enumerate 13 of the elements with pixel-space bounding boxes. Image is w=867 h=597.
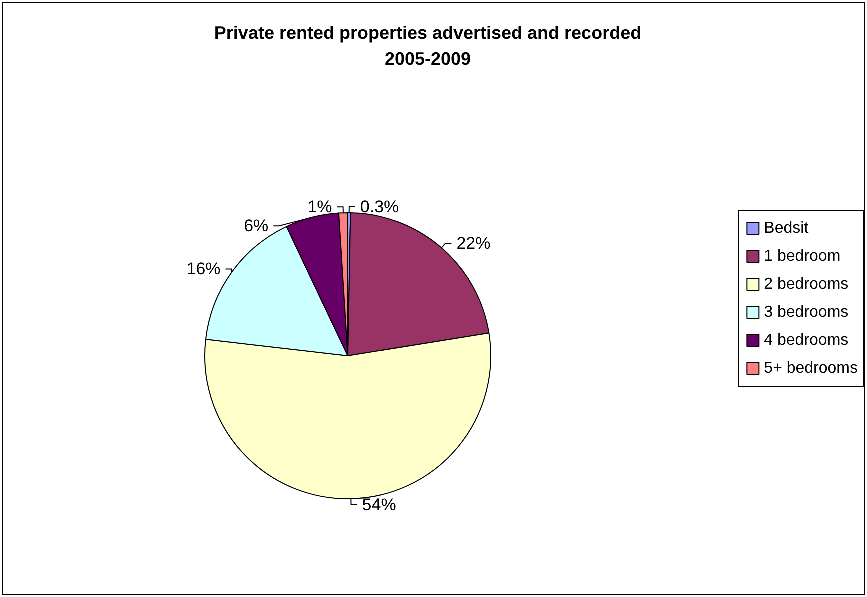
legend-label: Bedsit (764, 220, 810, 237)
legend-label: 5+ bedrooms (764, 360, 858, 377)
legend-label: 3 bedrooms (764, 304, 849, 321)
data-label: 1% (308, 198, 332, 217)
data-label: 22% (456, 234, 491, 253)
data-label: 54% (362, 495, 396, 514)
data-label: 16% (186, 260, 221, 279)
chart-title: Private rented properties advertised and recorded 2005-2009 (214, 23, 642, 69)
data-label: 0.3% (360, 198, 400, 217)
legend-label: 2 bedrooms (764, 276, 849, 293)
data-label: 6% (244, 216, 269, 236)
legend-label: 4 bedrooms (764, 332, 849, 349)
legend-label: 1 bedroom (764, 248, 841, 265)
